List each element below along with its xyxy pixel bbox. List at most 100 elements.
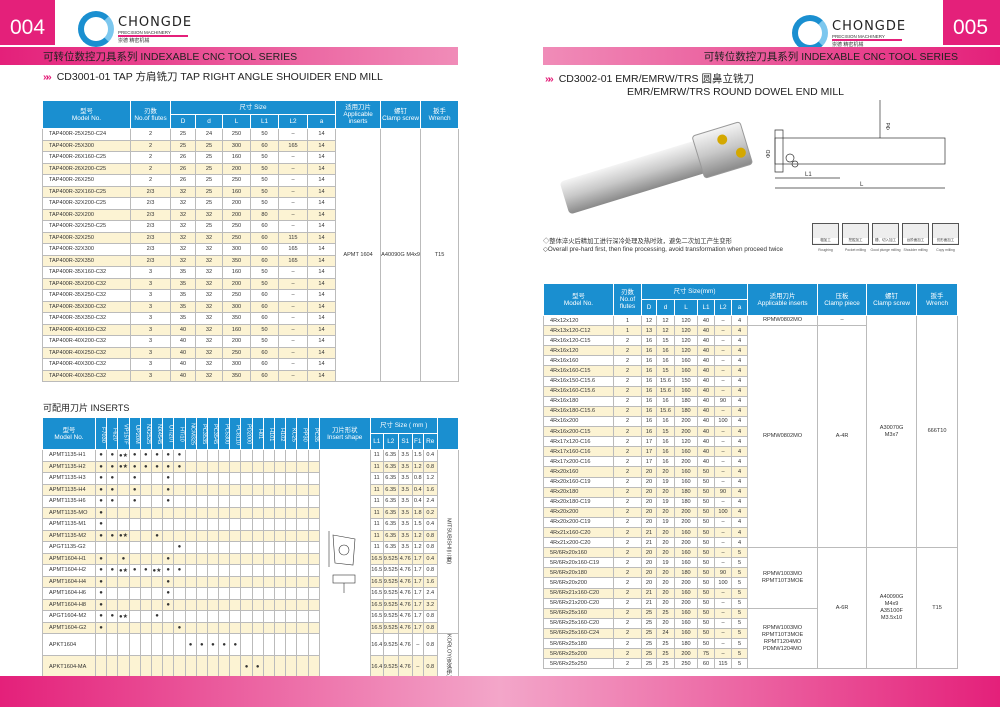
grade-mark (296, 655, 309, 679)
grade-mark: ● (106, 495, 119, 508)
dim-cell: 0.8 (422, 655, 438, 679)
value-cell: 20 (641, 567, 657, 579)
grade-mark (285, 632, 298, 657)
dim-cell: 0.2 (422, 506, 438, 519)
model-cell: APMT1604-H1 (42, 552, 96, 565)
grade-mark (251, 541, 264, 554)
col-dim: D (170, 114, 196, 129)
grade-mark (162, 518, 175, 531)
value-cell: 2/3 (130, 185, 171, 198)
insert-row: APMT1604-H4 ● ● 16.5 9.525 4.76 1.7 1.6 (42, 575, 459, 588)
value-cell: – (714, 426, 732, 438)
value-cell: 2 (613, 526, 642, 539)
dim-cell: 2.4 (422, 495, 438, 508)
model-cell: TAP400R-32X250-C25 (42, 220, 131, 233)
col-dim: Re (422, 433, 438, 450)
value-cell: 50 (697, 547, 715, 559)
col-dim-cn: L1 (373, 438, 381, 445)
model-cell: APKT1604-MA (42, 655, 96, 679)
value-cell: – (714, 607, 732, 619)
value-cell: 180 (674, 405, 698, 417)
col-dim: a (306, 114, 337, 129)
col-dim: S1 (397, 433, 413, 450)
grade-mark: ● (162, 483, 175, 496)
grade-mark (307, 587, 320, 600)
dim-cell: 0.4 (422, 518, 438, 531)
grade-mark (218, 587, 231, 600)
grade-mark (229, 564, 242, 577)
value-cell: 5 (730, 577, 749, 589)
grade-mark (94, 632, 108, 657)
grade-mark: ● (106, 610, 119, 623)
model-cell: APMT1604-H6 (42, 587, 96, 600)
value-cell: – (714, 648, 732, 660)
value-cell: 20 (641, 577, 657, 589)
value-cell: 2 (613, 486, 642, 498)
col-wrench-en: Wrench (926, 299, 949, 307)
screw-cell: A40090G M4x9 (380, 128, 422, 382)
value-cell: 2 (613, 557, 642, 569)
grade-mark (150, 541, 164, 554)
grade-mark: ● (218, 632, 231, 657)
chevron-icon: »» (43, 71, 52, 83)
value-cell: 50 (250, 151, 279, 164)
grade-mark (162, 506, 175, 519)
grade-mark (240, 529, 253, 542)
grade-mark (262, 506, 276, 519)
grade-mark (184, 552, 197, 565)
value-cell: 15.6 (656, 375, 675, 387)
value-cell: 14 (306, 208, 337, 221)
grade-mark (285, 449, 298, 462)
value-cell: 2 (613, 617, 642, 629)
col-screw-cn: 螺钉 (885, 292, 898, 300)
value-cell: 4 (730, 516, 749, 528)
value-cell: 2/3 (130, 197, 171, 210)
col-inserts-cn: 适用刀片 (769, 292, 796, 300)
grade-mark: ● (173, 449, 186, 462)
grade-mark (206, 529, 220, 542)
grade-mark (273, 483, 287, 496)
model-cell: 4Rx20x160 (543, 466, 614, 478)
value-cell: 40 (170, 358, 196, 371)
value-cell: 15 (656, 335, 675, 347)
grade-mark (184, 472, 197, 485)
grade-mark (117, 587, 130, 600)
value-cell: 14 (306, 277, 337, 290)
title-line2: EMR/EMRW/TRS ROUND DOWEL END MILL (627, 86, 845, 98)
value-cell: 160 (674, 557, 698, 569)
value-cell: 35 (170, 312, 196, 325)
grade-mark (273, 518, 287, 531)
value-cell: 160 (674, 355, 698, 367)
col-dim-cn: L2 (387, 438, 395, 445)
model-cell: TAP400R-35X200-C32 (42, 277, 131, 290)
screw-cell: A40090G M4x9 A35100F M3.5x10 (866, 547, 918, 670)
col-grade: F7030 (94, 417, 108, 450)
dim-cell: 0.4 (411, 483, 424, 496)
value-cell: 250 (222, 346, 251, 359)
insert-row: APMT1135-H2 ● ● ●★ ● ● ● ● ● 11 6.35 3.5 1.2 0.8 (42, 460, 459, 473)
grade-mark: ● (128, 483, 141, 496)
col-flutes: 刃数 No.of flutes (130, 100, 171, 129)
col-size-cn: 尺寸 Size(mm) (673, 288, 716, 295)
grade-mark (262, 598, 276, 611)
value-cell: 250 (674, 658, 698, 670)
grade-mark (262, 621, 276, 634)
value-cell: 160 (674, 547, 698, 559)
model-cell: 5R/6Rx20x160 (543, 547, 614, 559)
grade-mark (262, 632, 276, 657)
logo-brand: CHONGDE (832, 18, 907, 34)
grade-mark (307, 632, 320, 657)
value-cell: 2 (613, 637, 642, 650)
grade-mark (296, 621, 309, 634)
value-cell: 165 (278, 254, 308, 267)
value-cell: 21 (641, 537, 657, 549)
value-cell: 32 (170, 208, 196, 221)
value-cell: – (278, 277, 308, 290)
grade-mark: ● (162, 552, 175, 565)
value-cell: 25 (195, 197, 223, 210)
col-flutes: 刃数 No.of flutes (613, 283, 642, 316)
value-cell: 160 (222, 185, 251, 198)
grade-mark (296, 518, 309, 531)
grade-mark (139, 472, 152, 485)
dim-cell: 4.76 (397, 575, 413, 588)
